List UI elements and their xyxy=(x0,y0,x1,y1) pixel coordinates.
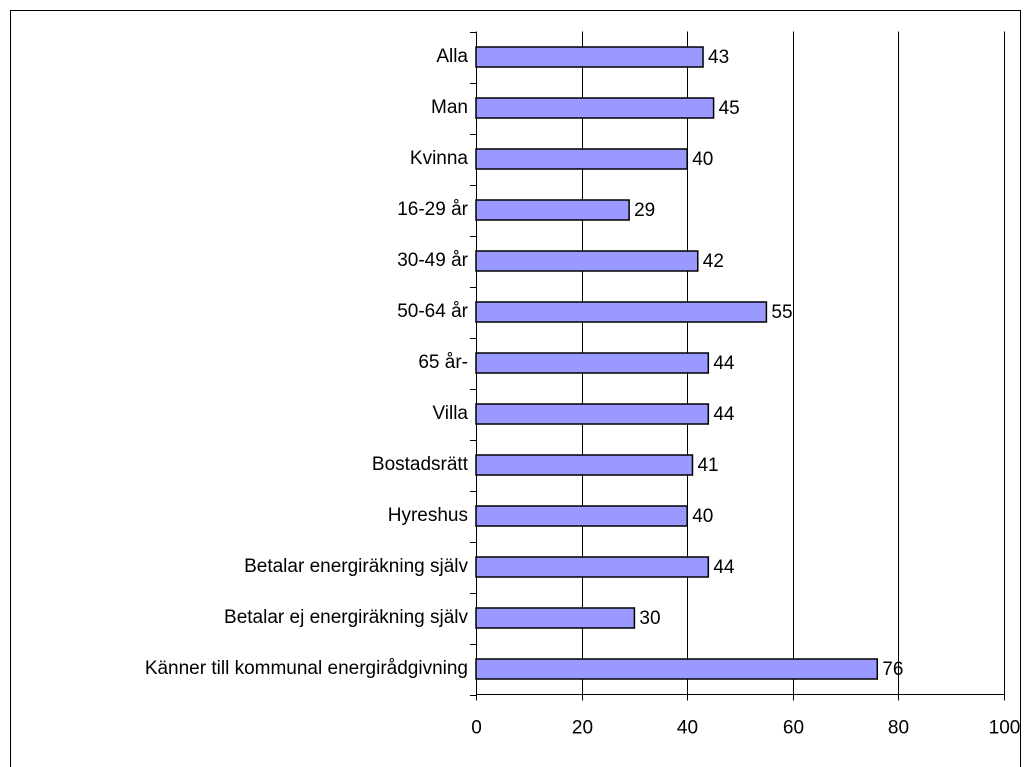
data-label: 29 xyxy=(634,200,655,221)
data-label: 41 xyxy=(697,455,718,476)
bar xyxy=(475,97,715,119)
data-label: 44 xyxy=(713,353,735,374)
x-tick-label: 100 xyxy=(989,718,1021,739)
data-label: 55 xyxy=(771,302,792,323)
bar xyxy=(475,403,710,425)
bar xyxy=(475,199,630,221)
y-tick-label: 50-64 år xyxy=(397,301,468,322)
y-tick-label: Bostadsrätt xyxy=(372,454,469,475)
y-tick-label: Kvinna xyxy=(410,148,469,169)
y-tick-label: Villa xyxy=(432,403,468,424)
y-tick-label: Känner till kommunal energirådgivning xyxy=(145,658,468,679)
bar xyxy=(475,352,710,374)
x-tick-label: 40 xyxy=(677,718,698,739)
data-label: 45 xyxy=(719,98,740,119)
y-tick-label: 30-49 år xyxy=(397,250,468,271)
y-tick-label: Man xyxy=(431,97,468,118)
x-tick-label: 20 xyxy=(572,718,593,739)
y-tick-label: Hyreshus xyxy=(388,505,468,526)
x-tick-label: 60 xyxy=(783,718,804,739)
y-tick-label: Betalar energiräkning själv xyxy=(244,556,468,577)
bar xyxy=(475,505,688,527)
data-label: 43 xyxy=(708,47,729,68)
data-label: 44 xyxy=(713,404,735,425)
bar xyxy=(475,556,710,578)
y-tick-label: 65 år- xyxy=(418,352,468,373)
x-tick-label: 80 xyxy=(888,718,909,739)
bar xyxy=(475,46,704,68)
y-tick-label: Betalar ej energiräkning själv xyxy=(224,607,468,628)
bar xyxy=(475,607,636,629)
bar xyxy=(475,148,688,170)
bar xyxy=(475,250,699,272)
data-label: 42 xyxy=(703,251,724,272)
bar xyxy=(475,454,694,476)
data-label: 30 xyxy=(639,608,660,629)
x-tick-label: 0 xyxy=(471,718,482,739)
data-label: 44 xyxy=(713,557,735,578)
chart-frame xyxy=(10,10,1021,767)
data-label: 40 xyxy=(692,149,713,170)
y-tick-label: Alla xyxy=(436,46,468,67)
bar xyxy=(475,301,768,323)
bar xyxy=(475,658,879,680)
y-tick-label: 16-29 år xyxy=(397,199,468,220)
data-label: 76 xyxy=(882,659,903,680)
data-label: 40 xyxy=(692,506,713,527)
